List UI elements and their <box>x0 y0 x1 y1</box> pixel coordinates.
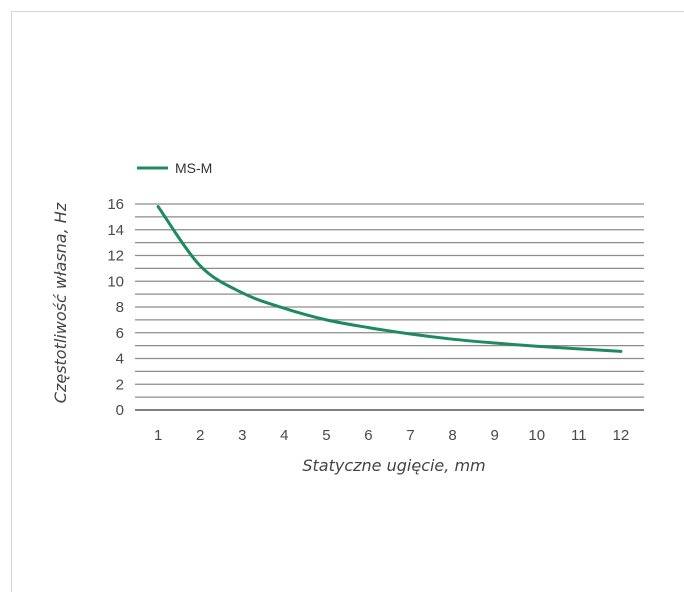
series-line-ms-m <box>156 205 623 353</box>
x-axis-title: Statyczne ugięcie, mm <box>302 456 485 475</box>
x-tick-label: 7 <box>406 427 414 444</box>
y-axis-tick-labels: 16 14 12 10 8 6 4 2 0 <box>107 196 124 419</box>
x-tick-label: 2 <box>196 427 204 444</box>
x-tick-label: 10 <box>528 427 545 444</box>
x-tick-label: 12 <box>613 427 630 444</box>
x-tick-label: 9 <box>490 427 498 444</box>
y-tick-label: 4 <box>116 351 124 368</box>
chart-frame <box>11 11 684 592</box>
y-tick-label: 14 <box>107 222 124 239</box>
series-layer <box>156 205 623 353</box>
y-tick-label: 0 <box>116 402 124 419</box>
legend: MS-M <box>137 160 212 176</box>
y-tick-label: 8 <box>116 299 124 316</box>
y-tick-label: 6 <box>116 325 124 342</box>
x-axis-tick-labels: 1 2 3 4 5 6 7 8 9 10 11 12 <box>154 427 629 444</box>
x-tick-label: 8 <box>448 427 456 444</box>
y-axis-title: Częstotliwość własna, Hz <box>51 202 70 403</box>
x-tick-label: 5 <box>322 427 330 444</box>
y-tick-label: 12 <box>107 248 124 265</box>
x-tick-label: 6 <box>364 427 372 444</box>
x-tick-label: 3 <box>238 427 246 444</box>
y-tick-label: 2 <box>116 376 124 393</box>
x-tick-label: 11 <box>571 427 587 444</box>
x-tick-label: 1 <box>154 427 162 444</box>
y-tick-label: 16 <box>107 196 124 213</box>
legend-label-ms-m: MS-M <box>175 160 212 176</box>
y-tick-label: 10 <box>107 273 124 290</box>
x-tick-label: 4 <box>280 427 288 444</box>
gridlines <box>135 203 644 398</box>
